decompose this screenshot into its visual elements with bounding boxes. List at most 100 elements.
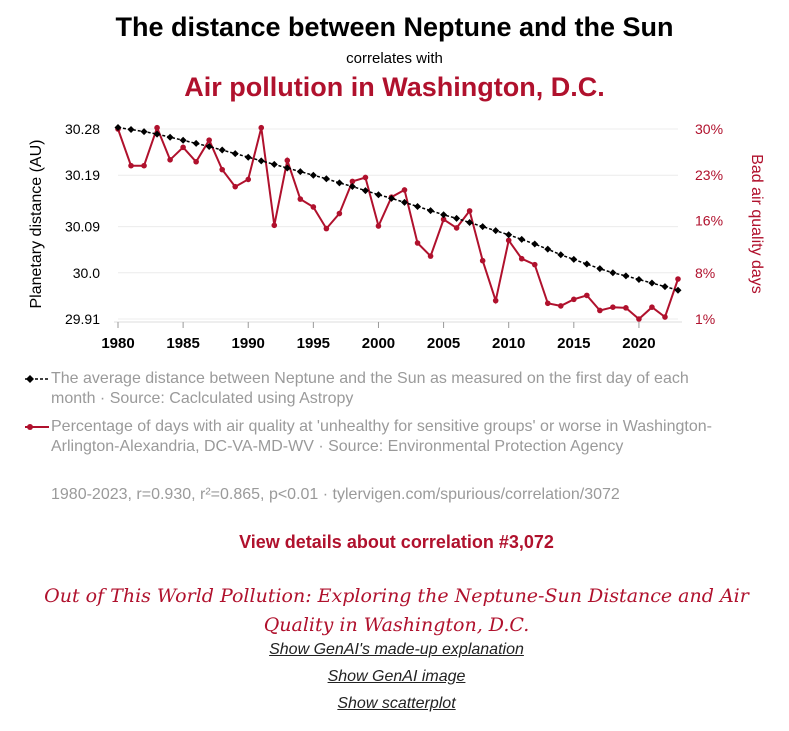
left-tick-label: 30.09 <box>65 219 100 235</box>
series-distance-point <box>401 198 409 206</box>
series-distance-point <box>192 139 200 147</box>
left-tick-label: 30.19 <box>65 167 100 183</box>
x-tick-label: 1985 <box>166 335 199 352</box>
series-distance-point <box>205 142 213 150</box>
series-air-point <box>505 237 512 244</box>
legend-item-distance: The average distance between Neptune and… <box>24 369 724 409</box>
series-air-point <box>623 305 629 311</box>
x-tick-label: 2010 <box>492 335 525 352</box>
series-air-point <box>193 158 199 165</box>
series-distance-point <box>492 227 500 235</box>
series-air-point <box>610 304 616 311</box>
series-distance-point <box>622 272 630 280</box>
series-air-point <box>597 307 603 314</box>
series-distance-point <box>218 146 226 154</box>
right-tick-label: 23% <box>695 167 723 183</box>
legend-item-air: Percentage of days with air quality at '… <box>24 417 724 457</box>
series-air-point <box>336 210 343 217</box>
series-air-point <box>128 162 134 169</box>
x-tick-label: 2005 <box>427 335 460 352</box>
series-air-point <box>636 316 642 322</box>
series-air-point <box>492 297 499 304</box>
series-distance-point <box>583 260 591 268</box>
series-distance-point <box>596 265 604 273</box>
series-distance-point <box>348 183 356 191</box>
left-tick-label: 30.28 <box>65 121 100 137</box>
view-details-link[interactable]: View details about correlation #3,072 <box>239 532 554 552</box>
chart-subtitle: correlates with <box>346 50 443 67</box>
series-distance-point <box>179 136 187 144</box>
series-air-point <box>518 255 525 262</box>
series-air-point <box>466 208 473 214</box>
series-distance-point <box>674 286 682 294</box>
genai-explanation-link[interactable]: Show GenAI's made-up explanation <box>269 641 524 658</box>
x-tick-label: 2015 <box>557 335 590 352</box>
series-air-point <box>219 166 225 173</box>
series-air-point <box>479 257 486 264</box>
series-air-point <box>571 296 577 303</box>
series-air-point <box>180 144 186 151</box>
series-distance-point <box>427 207 435 215</box>
series-distance-point <box>166 133 174 141</box>
series-distance-point <box>387 194 395 202</box>
series-distance-point <box>635 275 643 283</box>
series-distance-point <box>231 150 239 158</box>
series-distance-point <box>270 160 278 168</box>
correlation-stats: 1980-2023, r=0.930, r²=0.865, p<0.01 · t… <box>51 486 620 503</box>
series-air-point <box>401 187 408 193</box>
series-air-point <box>453 225 460 231</box>
series-air-point <box>167 156 173 163</box>
chart-title-secondary: Air pollution in Washington, D.C. <box>184 72 605 102</box>
series-distance-point <box>361 187 369 195</box>
series-distance-point <box>557 251 565 259</box>
series-air-point <box>649 304 655 311</box>
series-distance-point <box>283 164 291 172</box>
scatterplot-link[interactable]: Show scatterplot <box>337 695 456 712</box>
right-tick-label: 8% <box>695 265 715 281</box>
series-distance-point <box>453 214 461 222</box>
genai-image-link[interactable]: Show GenAI image <box>327 668 466 685</box>
series-distance-point <box>505 231 513 239</box>
series-air-point <box>271 222 278 229</box>
series-air-point <box>662 314 668 320</box>
series-distance-point <box>440 211 448 219</box>
series-air-point <box>427 253 434 259</box>
legend-swatch-distance <box>25 375 49 383</box>
series-distance-point <box>414 203 422 211</box>
series-air-point <box>141 162 147 169</box>
right-tick-label: 30% <box>695 121 723 137</box>
x-tick-label: 1990 <box>232 335 265 352</box>
series-air-point <box>544 300 551 307</box>
series-distance-point <box>244 153 252 161</box>
series-distance-point <box>648 279 656 287</box>
series-distance-point <box>153 130 161 138</box>
series-air-line <box>117 124 679 321</box>
series-distance-point <box>127 126 135 134</box>
series-air-point <box>297 196 304 202</box>
series-distance-point <box>466 218 474 226</box>
series-distance-point <box>544 245 552 253</box>
series-air-point <box>232 183 239 190</box>
series-distance-point <box>114 123 122 131</box>
series-air-point <box>258 124 265 131</box>
x-tick-label: 1995 <box>297 335 330 352</box>
series-distance-point <box>257 157 265 165</box>
series-distance-point <box>374 191 382 199</box>
series-distance-point <box>518 235 526 243</box>
series-air-point <box>310 204 317 210</box>
series-distance-point <box>479 223 487 231</box>
right-tick-label: 1% <box>695 311 715 327</box>
series-distance-point <box>296 168 304 176</box>
series-air-point <box>362 174 369 181</box>
legend-text-air: Percentage of days with air quality at '… <box>51 418 712 455</box>
series-distance-point <box>531 240 539 248</box>
x-tick-label: 2000 <box>362 335 395 352</box>
paper-title-link[interactable]: Out of This World Pollution: Exploring t… <box>44 585 749 636</box>
series-air-point <box>245 176 252 183</box>
series-distance-point <box>661 283 669 291</box>
series-air-point <box>154 124 160 131</box>
series-air-point <box>284 157 291 164</box>
series-air-point <box>349 178 356 185</box>
legend-swatch-air <box>25 424 49 430</box>
right-axis-title: Bad air quality days <box>748 154 765 294</box>
